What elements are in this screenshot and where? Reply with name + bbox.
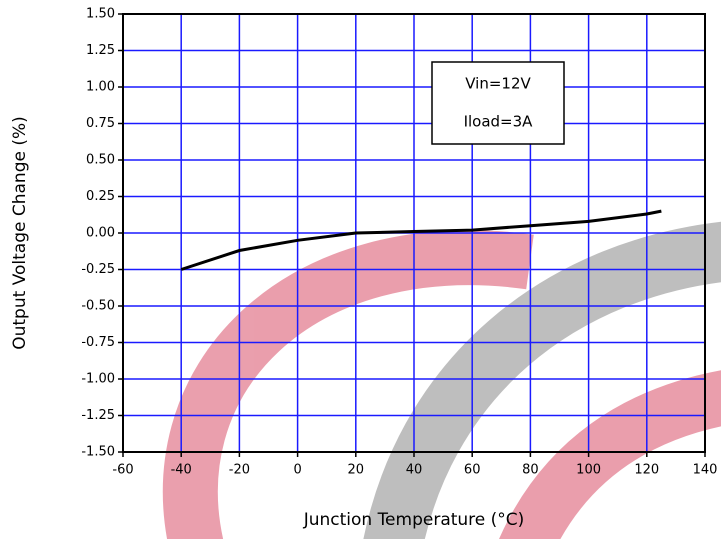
y-tick-label: 0.25 (86, 189, 115, 204)
x-tick-label: 40 (406, 463, 423, 478)
x-tick-label: -60 (112, 463, 133, 478)
y-tick-label: 0.75 (86, 116, 115, 131)
data-line (180, 209, 662, 271)
x-tick-label: 20 (348, 463, 365, 478)
y-tick-label: 1.25 (86, 43, 115, 58)
y-tick-label: 1.00 (86, 80, 115, 95)
watermark (162, 221, 721, 539)
x-axis-label: Junction Temperature (°C) (303, 510, 525, 530)
grid (122, 13, 706, 453)
annotation: Vin=12V (465, 75, 531, 93)
x-tick-label: -40 (171, 463, 192, 478)
y-tick-label: -0.75 (81, 335, 115, 350)
y-axis-label: Output Voltage Change (%) (10, 116, 30, 350)
x-tick-label: 140 (693, 463, 718, 478)
x-tick-label: 100 (576, 463, 601, 478)
y-tick-label: -0.50 (81, 299, 115, 314)
y-tick-label: -0.25 (81, 262, 115, 277)
y-tick-label: -1.50 (81, 445, 115, 460)
watermark-arc (162, 230, 534, 539)
x-tick-label: 120 (634, 463, 659, 478)
x-tick-label: -20 (229, 463, 250, 478)
x-tick-label: 80 (522, 463, 539, 478)
x-tick-label: 60 (464, 463, 481, 478)
y-tick-label: -1.00 (81, 372, 115, 387)
y-tick-label: 1.50 (86, 7, 115, 22)
watermark-arc (499, 370, 721, 539)
y-tick-label: 0.50 (86, 153, 115, 168)
x-tick-label: 0 (293, 463, 301, 478)
annotation: Iload=3A (464, 113, 534, 131)
y-tick-label: -1.25 (81, 408, 115, 423)
marks (180, 209, 662, 271)
y-tick-label: 0.00 (86, 226, 115, 241)
annotation-box (431, 61, 565, 145)
